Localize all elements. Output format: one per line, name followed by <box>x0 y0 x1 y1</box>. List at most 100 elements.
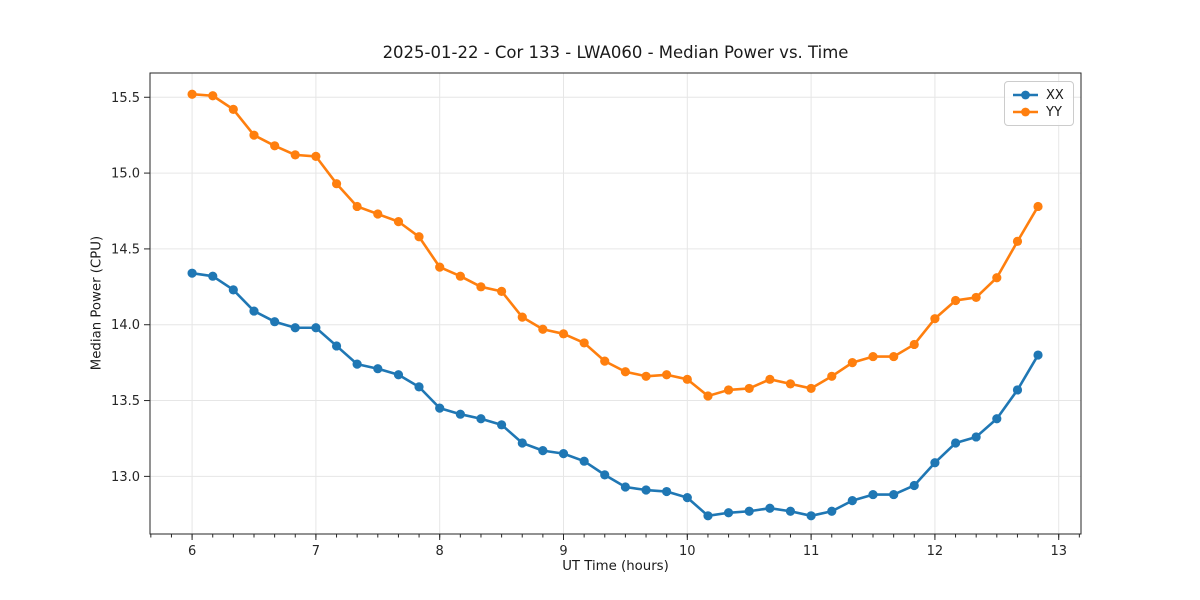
grid-lines <box>150 73 1081 534</box>
data-point-yy <box>476 282 486 292</box>
data-point-yy <box>682 374 692 384</box>
data-point-yy <box>414 232 424 242</box>
x-axis-label: UT Time (hours) <box>562 559 669 574</box>
data-point-xx <box>703 511 713 521</box>
data-point-xx <box>1012 385 1023 395</box>
data-point-yy <box>641 371 651 381</box>
data-point-yy <box>579 338 589 348</box>
data-point-xx <box>662 486 672 497</box>
data-point-yy <box>785 379 796 389</box>
x-tick-label: 9 <box>559 544 567 559</box>
x-tick-label: 12 <box>927 544 944 559</box>
data-point-xx <box>971 432 981 442</box>
data-point-xx <box>620 482 631 492</box>
data-point-xx <box>950 438 961 448</box>
data-point-yy <box>992 273 1002 283</box>
data-point-xx <box>311 323 321 333</box>
data-point-xx <box>579 456 589 466</box>
data-point-yy <box>228 104 238 114</box>
data-point-xx <box>414 382 424 392</box>
y-tick-label: 15.5 <box>111 91 140 106</box>
data-point-xx <box>992 414 1002 424</box>
data-point-yy <box>909 339 919 350</box>
data-point-yy <box>1012 236 1023 246</box>
x-tick-label: 7 <box>312 544 320 559</box>
data-point-yy <box>352 201 362 212</box>
data-point-xx <box>393 370 404 380</box>
y-tick-label: 15.0 <box>111 167 140 182</box>
y-tick-label: 13.5 <box>111 394 140 409</box>
data-point-yy <box>497 286 507 296</box>
data-point-yy <box>723 385 734 395</box>
x-tick-label: 8 <box>436 544 444 559</box>
data-point-yy <box>1033 201 1043 212</box>
data-point-xx <box>909 480 919 491</box>
data-point-yy <box>373 209 383 219</box>
data-point-xx <box>208 271 218 281</box>
data-point-yy <box>311 151 321 162</box>
data-point-xx <box>476 414 486 424</box>
data-point-xx <box>187 268 197 278</box>
data-point-yy <box>806 383 816 394</box>
data-point-xx <box>538 445 548 456</box>
data-point-yy <box>971 292 981 303</box>
data-point-xx <box>497 420 507 430</box>
data-point-xx <box>228 285 238 295</box>
data-point-xx <box>373 364 383 374</box>
data-point-xx <box>435 403 445 413</box>
legend-label-yy: YY <box>1046 104 1062 120</box>
data-point-yy <box>517 312 527 322</box>
x-tick-label: 11 <box>803 544 820 559</box>
data-point-yy <box>331 179 342 189</box>
x-tick-labels: 6 7 8 9 10 11 12 13 <box>188 544 1067 559</box>
y-tick-label: 14.0 <box>111 318 140 333</box>
data-point-yy <box>765 374 775 384</box>
data-point-xx <box>641 485 651 495</box>
data-point-xx <box>868 489 878 500</box>
chart-title: 2025-01-22 - Cor 133 - LWA060 - Median P… <box>382 43 849 62</box>
series-line-yy <box>191 92 1040 398</box>
legend: XX YY <box>1004 81 1074 126</box>
y-tick-label: 14.5 <box>111 242 140 257</box>
data-point-yy <box>600 356 610 366</box>
data-point-yy <box>290 150 300 160</box>
series-yy <box>187 89 1043 401</box>
x-tick-label: 6 <box>188 544 196 559</box>
data-point-xx <box>682 493 692 503</box>
axis-ticks <box>144 96 1080 540</box>
data-point-yy <box>868 351 878 362</box>
data-point-yy <box>662 370 672 380</box>
data-point-yy <box>847 358 857 368</box>
data-point-xx <box>847 496 857 506</box>
series-line-xx <box>191 271 1040 518</box>
y-axis-label: Median Power (CPU) <box>89 235 105 371</box>
data-point-xx <box>331 341 342 351</box>
data-point-xx <box>806 511 816 521</box>
series-xx <box>187 268 1043 521</box>
x-tick-label: 13 <box>1050 544 1067 559</box>
data-point-yy <box>208 91 218 101</box>
legend-line-marker-yy <box>1013 107 1038 117</box>
data-point-xx <box>889 489 899 500</box>
data-point-xx <box>517 438 527 448</box>
data-point-xx <box>827 506 837 516</box>
data-point-xx <box>765 503 775 513</box>
data-point-yy <box>249 130 259 140</box>
data-point-yy <box>538 324 548 334</box>
data-point-yy <box>558 329 569 339</box>
y-tick-labels: 13.0 13.5 14.0 14.5 15.0 15.5 <box>111 91 140 485</box>
data-point-yy <box>620 367 631 377</box>
data-point-xx <box>270 317 280 327</box>
legend-label-xx: XX <box>1046 87 1064 103</box>
data-point-yy <box>827 371 837 381</box>
data-point-xx <box>723 508 734 518</box>
data-point-yy <box>455 271 465 281</box>
data-point-xx <box>600 470 610 480</box>
data-point-yy <box>393 217 404 227</box>
data-point-xx <box>744 506 754 516</box>
axes-spines <box>149 72 1082 535</box>
legend-item-xx: XX <box>1012 87 1066 103</box>
y-tick-label: 13.0 <box>111 470 140 485</box>
data-point-yy <box>950 295 961 306</box>
